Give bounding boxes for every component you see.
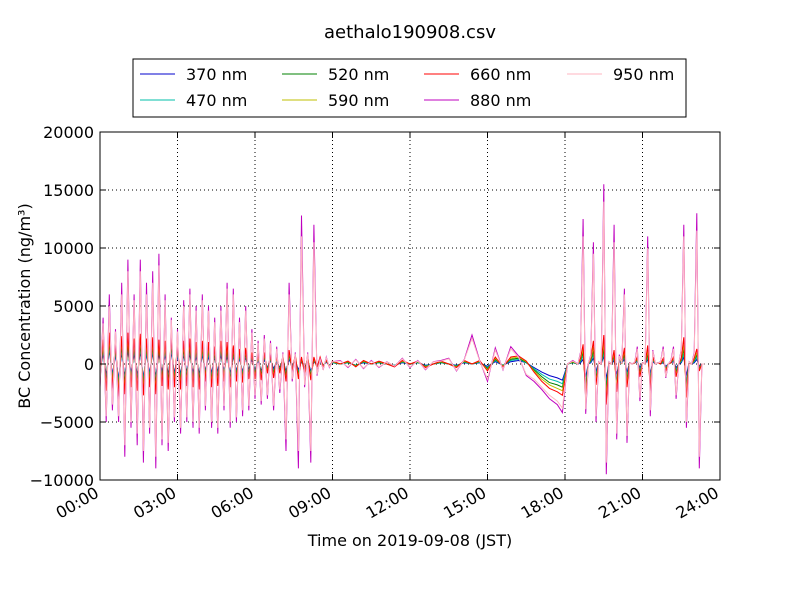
y-axis-label: BC Concentration (ng/m³) [15,203,34,408]
legend-label: 590 nm [328,91,389,110]
legend-item: 950 nm [567,65,674,84]
x-tick-label: 03:00 [130,483,179,523]
x-tick-label: 12:00 [363,483,412,523]
y-tick-label: 15000 [43,181,94,200]
x-tick-label: 21:00 [595,483,644,523]
y-tick-label: 10000 [43,239,94,258]
legend-item: 880 nm [424,91,531,110]
legend-item: 470 nm [140,91,247,110]
legend-label: 470 nm [186,91,247,110]
y-tick-label: 20000 [43,123,94,142]
y-tick-label: −5000 [40,413,94,432]
series-line-950-nm [100,201,705,463]
x-tick-label: 06:00 [208,483,257,523]
legend-item: 590 nm [282,91,389,110]
legend-item: 370 nm [140,65,247,84]
legend-label: 950 nm [613,65,674,84]
series-lines [100,184,705,475]
legend: 370 nm 470 nm 520 nm 590 nm 660 nm 880 nm 950 … [132,58,687,118]
legend-item: 520 nm [282,65,389,84]
chart-title: aethalo190908.csv [324,22,496,43]
x-tick-label: 18:00 [518,483,567,523]
y-tick-label: 0 [84,355,94,374]
x-tick-label: 24:00 [673,483,722,523]
x-tick-label: 15:00 [440,483,489,523]
y-tick-label: 5000 [53,297,94,316]
legend-label: 520 nm [328,65,389,84]
legend-box [132,58,687,118]
y-tick-label: −10000 [30,471,94,490]
x-tick-label: 09:00 [285,483,334,523]
legend-label: 370 nm [186,65,247,84]
legend-item: 660 nm [424,65,531,84]
plot-area: 00:00 03:00 06:00 09:00 12:00 15:00 18:00 21:00… [30,123,722,523]
legend-label: 660 nm [470,65,531,84]
legend-label: 880 nm [470,91,531,110]
x-axis-label: Time on 2019-09-08 (JST) [307,531,512,550]
